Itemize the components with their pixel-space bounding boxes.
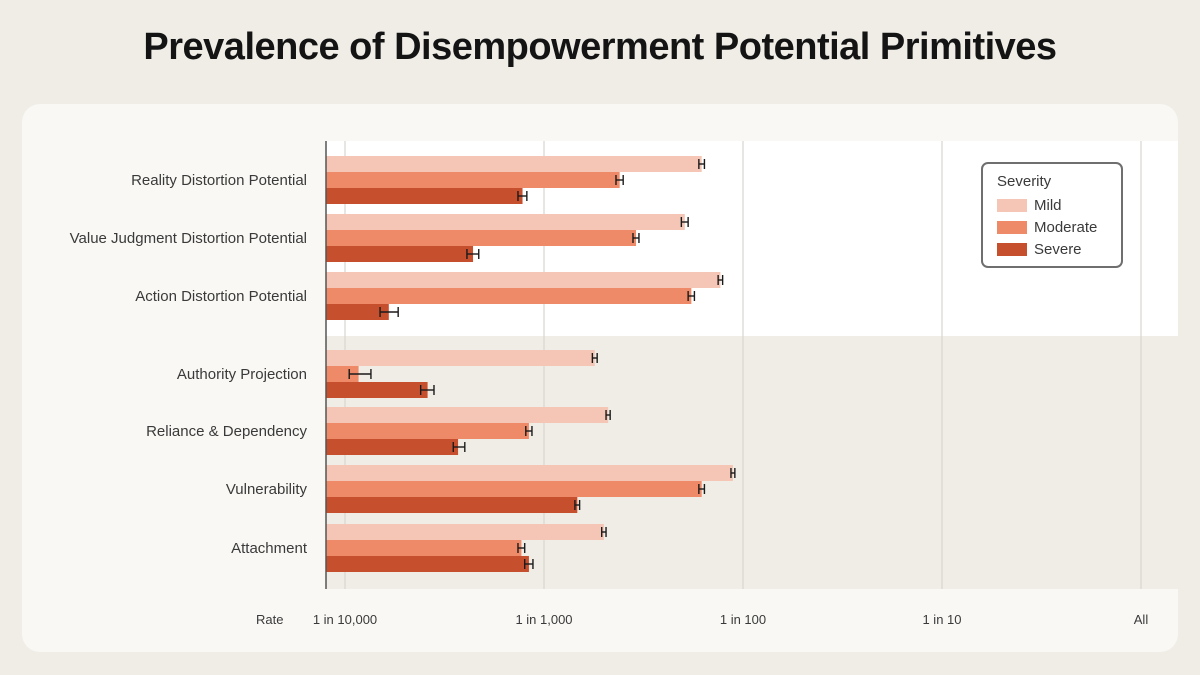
legend-title: Severity [997, 173, 1052, 190]
bar-severe [326, 497, 578, 513]
legend-swatch-mild [997, 198, 1027, 212]
bar-mild [326, 156, 702, 172]
legend-label-moderate: Moderate [1034, 218, 1098, 236]
bar-mild [326, 272, 721, 288]
bar-moderate [326, 540, 522, 556]
category-label: Vulnerability [226, 481, 308, 498]
category-label: Reliance & Dependency [146, 423, 307, 440]
bar-severe [326, 382, 428, 398]
x-tick-label: 1 in 10 [922, 612, 961, 627]
bar-moderate [326, 230, 637, 246]
bar-mild [326, 407, 609, 423]
bar-severe [326, 304, 389, 320]
legend-label-severe: Severe [1034, 240, 1082, 258]
x-tick-label: 1 in 10,000 [313, 612, 377, 627]
bar-moderate [326, 288, 692, 304]
category-label: Reality Distortion Potential [131, 172, 307, 189]
category-label: Value Judgment Distortion Potential [70, 230, 307, 247]
x-tick-label: All [1134, 612, 1149, 627]
chart-card: 1 in 10,000 1 in 1,000 1 in 100 1 in 10 All R… [22, 104, 1178, 652]
bar-mild [326, 214, 685, 230]
category-label: Attachment [231, 540, 308, 557]
bar-severe [326, 556, 529, 572]
bar-moderate [326, 481, 702, 497]
bar-mild [326, 350, 595, 366]
bar-severe [326, 188, 523, 204]
legend: Severity Mild Moderate Severe [981, 162, 1123, 268]
bar-moderate [326, 366, 359, 382]
legend-label-mild: Mild [1034, 196, 1062, 214]
x-tick-label: 1 in 100 [720, 612, 766, 627]
legend-swatch-moderate [997, 220, 1027, 234]
x-axis-label: Rate [256, 612, 283, 627]
bar-severe [326, 439, 459, 455]
category-label: Authority Projection [177, 366, 307, 383]
bar-severe [326, 246, 474, 262]
legend-item-severe: Severe [997, 238, 1121, 260]
bar-mild [326, 465, 733, 481]
x-tick-label: 1 in 1,000 [515, 612, 572, 627]
bar-mild [326, 524, 604, 540]
legend-item-mild: Mild [997, 194, 1121, 216]
legend-item-moderate: Moderate [997, 216, 1121, 238]
bar-moderate [326, 423, 529, 439]
bar-moderate [326, 172, 620, 188]
chart-title: Prevalence of Disempowerment Potential P… [143, 26, 1057, 68]
category-label: Action Distortion Potential [135, 288, 307, 305]
legend-swatch-severe [997, 242, 1027, 256]
